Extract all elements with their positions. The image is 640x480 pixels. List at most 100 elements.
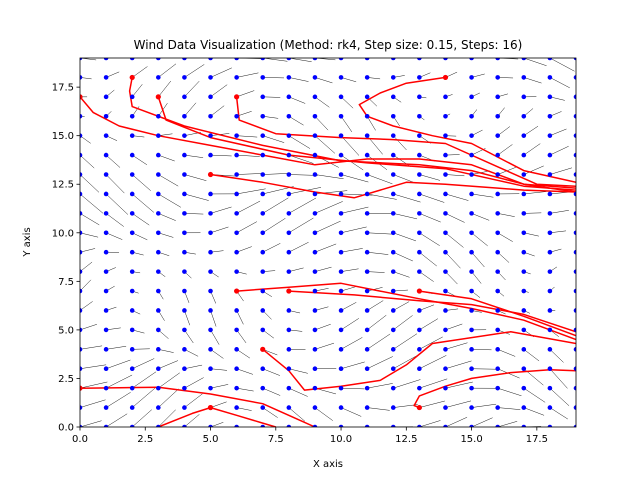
grid-point xyxy=(286,133,292,138)
streamline-start-point xyxy=(207,404,214,411)
wind-arrow xyxy=(314,116,329,131)
wind-arrow xyxy=(158,80,172,97)
grid-point xyxy=(547,75,553,80)
grid-point xyxy=(364,113,370,119)
grid-point xyxy=(547,366,553,372)
wind-arrow xyxy=(367,300,384,311)
wind-arrow xyxy=(445,174,465,177)
grid-point xyxy=(469,230,474,236)
wind-arrow xyxy=(367,315,387,331)
grid-point xyxy=(469,113,474,119)
grid-point xyxy=(80,405,83,410)
grid-point xyxy=(364,405,370,410)
grid-point xyxy=(364,211,370,216)
wind-arrow xyxy=(393,213,418,220)
wind-arrow xyxy=(393,301,410,311)
wind-arrow xyxy=(105,193,129,215)
grid-point xyxy=(286,405,292,410)
grid-point xyxy=(390,269,396,274)
grid-point xyxy=(129,230,135,236)
wind-arrow xyxy=(367,251,389,255)
grid-point xyxy=(521,191,527,197)
wind-arrow xyxy=(393,252,413,262)
wind-arrow xyxy=(236,200,261,214)
wind-arrow xyxy=(445,154,460,156)
wind-arrow xyxy=(497,126,511,136)
grid-point xyxy=(573,113,576,119)
grid-point xyxy=(234,366,239,372)
streamline xyxy=(210,406,277,427)
grid-point xyxy=(338,152,344,158)
streamline-start-point xyxy=(442,74,449,81)
grid-point xyxy=(80,249,83,255)
grid-point xyxy=(495,172,500,177)
wind-arrow xyxy=(132,388,156,408)
wind-arrow xyxy=(393,135,407,151)
streamline xyxy=(262,331,576,391)
wind-arrow xyxy=(288,96,306,104)
grid-point xyxy=(80,58,83,61)
x-tick-label: 5.0 xyxy=(203,434,219,445)
grid-point xyxy=(547,308,553,313)
wind-arrow xyxy=(288,217,314,233)
grid-point xyxy=(286,75,292,80)
wind-arrow xyxy=(80,154,95,169)
wind-arrow xyxy=(419,400,445,408)
wind-arrow xyxy=(549,128,567,136)
grid-point xyxy=(156,366,161,372)
wind-arrow xyxy=(549,77,570,89)
streamline-start-point xyxy=(260,346,266,352)
wind-arrow xyxy=(158,63,177,78)
wind-arrow xyxy=(184,364,203,369)
wind-arrow xyxy=(184,154,204,158)
grid-point xyxy=(156,75,161,80)
grid-point xyxy=(364,230,370,236)
grid-point xyxy=(182,133,187,138)
grid-point xyxy=(260,249,266,255)
grid-point xyxy=(547,249,553,255)
streamline xyxy=(413,368,576,409)
grid-point xyxy=(338,75,344,80)
wind-arrow xyxy=(523,143,541,156)
grid-point xyxy=(364,191,370,197)
wind-arrow xyxy=(445,252,461,269)
grid-point xyxy=(234,385,239,391)
grid-point xyxy=(80,269,83,274)
grid-point xyxy=(156,191,161,197)
wind-arrow xyxy=(236,407,252,411)
grid-point xyxy=(390,249,396,255)
grid-point xyxy=(521,308,527,313)
grid-point xyxy=(80,75,83,80)
wind-arrow xyxy=(445,323,463,331)
wind-arrow xyxy=(184,414,200,427)
grid-point xyxy=(573,347,576,352)
grid-point xyxy=(80,347,83,352)
grid-point xyxy=(521,133,527,138)
grid-point xyxy=(260,385,266,391)
grid-point xyxy=(260,211,266,216)
grid-point xyxy=(573,327,576,333)
grid-point xyxy=(208,94,213,100)
wind-arrow xyxy=(393,193,421,203)
wind-arrow xyxy=(419,252,437,267)
grid-point xyxy=(312,58,318,61)
grid-point xyxy=(417,347,422,352)
grid-point xyxy=(495,94,500,100)
wind-arrow xyxy=(184,174,207,181)
grid-point xyxy=(312,172,318,177)
grid-point xyxy=(234,58,239,61)
streamline xyxy=(157,96,576,191)
grid-point xyxy=(364,133,370,138)
grid-point xyxy=(286,424,292,427)
grid-point xyxy=(364,308,370,313)
grid-point xyxy=(417,133,422,138)
streamline xyxy=(128,77,576,189)
wind-arrow xyxy=(471,349,492,351)
wind-arrow xyxy=(367,271,385,273)
wind-arrow xyxy=(445,360,472,369)
wind-arrow xyxy=(340,135,360,156)
grid-point xyxy=(103,288,109,294)
grid-point xyxy=(208,366,213,372)
grid-point xyxy=(129,424,135,427)
wind-arrow xyxy=(340,174,369,183)
